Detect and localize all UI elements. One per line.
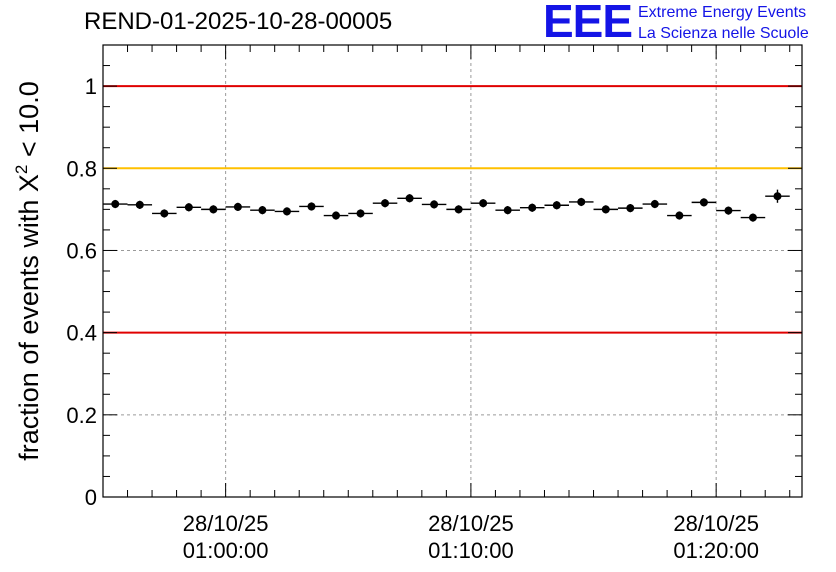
- data-point: [618, 204, 643, 213]
- data-point: [495, 206, 520, 215]
- x-tick-label-time: 01:10:00: [428, 538, 514, 563]
- data-point: [176, 203, 202, 212]
- data-point: [642, 199, 668, 209]
- data-point: [323, 211, 349, 220]
- data-point: [201, 205, 226, 214]
- y-axis-label-prefix: fraction of events with: [14, 192, 44, 461]
- data-marker: [479, 199, 488, 208]
- data-point: [127, 200, 153, 209]
- data-marker: [405, 194, 414, 203]
- data-marker: [699, 198, 708, 207]
- data-marker: [724, 206, 733, 215]
- data-point: [225, 202, 251, 212]
- data-marker: [601, 205, 610, 214]
- y-tick-label: 0.6: [66, 238, 97, 263]
- x-tick-label-time: 01:20:00: [673, 538, 759, 563]
- data-marker: [528, 203, 537, 212]
- data-marker: [577, 197, 586, 206]
- data-marker: [748, 213, 757, 222]
- logo-text-line1: Extreme Energy Events: [638, 4, 807, 21]
- eee-logo-mark: EEE: [543, 0, 633, 47]
- y-axis-label-symbol: X: [14, 174, 44, 192]
- plot-frame: [102, 44, 803, 498]
- y-axis-label-suffix: < 10.0: [14, 81, 44, 164]
- x-tick-label-date: 28/10/25: [428, 511, 514, 536]
- data-marker: [233, 202, 242, 211]
- data-point: [593, 205, 619, 214]
- data-marker: [209, 205, 218, 214]
- data-marker: [111, 200, 120, 209]
- data-point: [740, 213, 766, 222]
- data-marker: [258, 206, 267, 215]
- data-marker: [356, 209, 365, 218]
- x-tick-label-date: 28/10/25: [673, 511, 759, 536]
- data-point: [103, 199, 128, 209]
- data-point: [519, 203, 545, 212]
- data-marker: [381, 199, 390, 208]
- x-tick-label-time: 01:00:00: [183, 538, 269, 563]
- data-point: [372, 199, 398, 208]
- data-marker: [430, 200, 439, 209]
- data-marker: [184, 203, 193, 212]
- data-marker: [773, 192, 782, 201]
- data-point: [348, 209, 373, 218]
- data-point: [446, 205, 471, 214]
- data-point: [470, 199, 496, 208]
- y-tick-label: 0: [85, 485, 97, 510]
- data-point: [250, 206, 275, 215]
- logo-text-line2: La Scienza nelle Scuole: [638, 25, 809, 42]
- data-point: [716, 206, 741, 215]
- data-marker: [160, 209, 169, 218]
- y-tick-label: 0.2: [66, 403, 97, 428]
- data-marker: [552, 201, 561, 210]
- y-axis-label-exponent: 2: [12, 165, 31, 174]
- data-point: [421, 200, 447, 209]
- data-marker: [282, 207, 291, 216]
- y-tick-label: 0.8: [66, 156, 97, 181]
- y-axis-label: fraction of events with X2 < 10.0: [12, 81, 44, 460]
- x-tick-label-date: 28/10/25: [183, 511, 269, 536]
- y-tick-label: 0.4: [66, 321, 97, 346]
- data-marker: [454, 205, 463, 214]
- data-marker: [135, 200, 144, 209]
- data-marker: [650, 200, 659, 209]
- data-point: [299, 202, 324, 211]
- data-marker: [675, 211, 684, 220]
- data-marker: [503, 206, 512, 215]
- y-tick-label: 1: [85, 74, 97, 99]
- data-marker: [332, 211, 340, 220]
- data-point: [274, 207, 300, 216]
- data-point: [152, 209, 177, 218]
- run-title: REND-01-2025-10-28-00005: [84, 8, 393, 35]
- data-point: [544, 201, 569, 210]
- data-marker: [307, 202, 316, 211]
- data-marker: [626, 204, 635, 213]
- data-point: [765, 189, 790, 203]
- data-point: [667, 211, 692, 220]
- data-point: [691, 198, 717, 207]
- data-point: [397, 194, 422, 203]
- data-point: [569, 197, 594, 207]
